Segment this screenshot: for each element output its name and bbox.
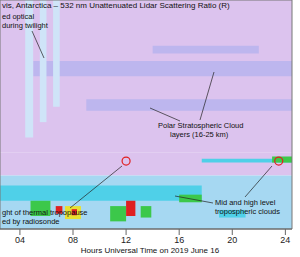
svg-text:vis, Antarctica – 532 nm Unatt: vis, Antarctica – 532 nm Unattenuated Li… — [8, 1, 230, 10]
svg-text:Hours Universal Time on 2019 J: Hours Universal Time on 2019 June 16 — [81, 246, 220, 255]
svg-text:04: 04 — [15, 235, 25, 245]
svg-text:12: 12 — [121, 235, 131, 245]
svg-text:ed optical: ed optical — [8, 12, 34, 21]
svg-text:during twilight: during twilight — [8, 21, 49, 30]
svg-text:ght of thermal tropopause: ght of thermal tropopause — [8, 208, 87, 217]
svg-text:16: 16 — [174, 235, 184, 245]
svg-text:08: 08 — [68, 235, 78, 245]
svg-text:ed by radiosonde: ed by radiosonde — [8, 217, 60, 226]
svg-text:Mid and high level: Mid and high level — [215, 198, 276, 207]
svg-text:Polar Stratospheric Cloud: Polar Stratospheric Cloud — [158, 121, 243, 130]
svg-text:layers (16-25 km): layers (16-25 km) — [170, 130, 229, 139]
svg-text:24: 24 — [280, 235, 290, 245]
svg-text:20: 20 — [227, 235, 237, 245]
svg-text:tropospheric clouds: tropospheric clouds — [215, 207, 280, 216]
